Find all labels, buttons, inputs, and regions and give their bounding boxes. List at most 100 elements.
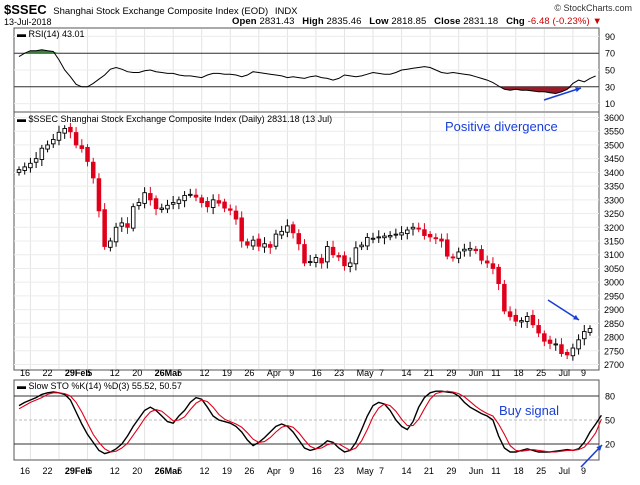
x-tick-label: 9 [289, 368, 294, 378]
x-tick-label-bottom: 26Mar [155, 466, 182, 476]
positive-divergence-annotation: Positive divergence [445, 119, 558, 134]
low-value: 2818.85 [391, 16, 427, 27]
candle-body [530, 314, 536, 326]
x-tick-label: 9 [581, 368, 586, 378]
stochastic-panel: 80 50 20 ▬ Slow STO %K(14) %D(3) 55.52, 50.… [13, 379, 615, 461]
candle-body [85, 146, 90, 162]
candle-body [439, 238, 444, 242]
x-tick-label: 7 [379, 368, 384, 378]
price-tick-label: 3000 [604, 278, 624, 288]
candle-body [28, 162, 33, 169]
price-tick-label: 3400 [604, 168, 624, 178]
candle-body [45, 144, 50, 150]
price-tick-label: 3300 [604, 195, 624, 205]
rsi-line [18, 49, 596, 95]
x-tick-label: 12 [200, 368, 210, 378]
price-tick-label: 2750 [604, 346, 624, 356]
x-tick-label: 16 [312, 368, 322, 378]
close-value: 2831.18 [463, 16, 499, 27]
candle-body [102, 209, 107, 247]
candle-body [587, 328, 593, 333]
candle-body [148, 193, 153, 201]
candle-body [507, 311, 513, 317]
candle-body [113, 226, 119, 243]
x-tick-label-bottom: Apr [267, 466, 281, 476]
x-tick-label: 26 [244, 368, 254, 378]
price-tick-label: 3050 [604, 264, 624, 274]
brand-logo[interactable]: © StockCharts.com [554, 3, 632, 13]
candle-body [467, 247, 473, 251]
annotations: Positive divergence Buy signal [445, 87, 603, 468]
candle-body [245, 241, 250, 246]
price-divergence-arrow-head [573, 314, 579, 320]
x-tick-label: 21 [424, 368, 434, 378]
candle-body [79, 145, 85, 149]
candle-body [165, 204, 170, 210]
candle-body [387, 235, 393, 238]
rsi-divergence-arrow [543, 87, 582, 101]
candle-body [319, 257, 324, 264]
x-tick-label-bottom: 14 [401, 466, 411, 476]
rsi-tick-label: 70 [605, 49, 615, 59]
rsi-divergence-arrow-head [575, 87, 581, 93]
candle-body [228, 208, 233, 211]
buy-signal-annotation: Buy signal [499, 403, 559, 418]
price-tick-label: 3200 [604, 223, 624, 233]
x-tick-label-bottom: Jul [559, 466, 571, 476]
candle-body [399, 232, 404, 236]
candle-body [170, 202, 176, 205]
price-divergence-arrow [547, 299, 580, 321]
candle-body [68, 126, 73, 133]
candle-body [359, 244, 364, 248]
open-value: 2831.43 [259, 16, 295, 27]
x-tick-label: 16 [20, 368, 30, 378]
x-tick-label-bottom: 21 [424, 466, 434, 476]
candle-body [410, 226, 416, 230]
x-tick-label-bottom: 20 [132, 466, 142, 476]
price-tick-label: 3600 [604, 113, 624, 123]
candle-body [445, 239, 450, 257]
x-tick-label-bottom: 16 [20, 466, 30, 476]
candle-body [22, 166, 27, 171]
open-label: Open [232, 16, 257, 27]
candle-body [302, 244, 307, 264]
x-tick-label-bottom: May [357, 466, 375, 476]
candle-body [564, 351, 570, 356]
rsi-tick-label: 10 [605, 99, 615, 109]
candle-body [233, 210, 239, 220]
x-tick-label: 26Mar [155, 368, 182, 378]
candle-body [427, 233, 433, 238]
x-tick-label-bottom: 12 [110, 466, 120, 476]
x-tick-label-bottom: 16 [312, 466, 322, 476]
sto-legend: ▬ Slow STO %K(14) %D(3) 55.52, 50.57 [17, 381, 182, 391]
x-tick-label-bottom: 12 [200, 466, 210, 476]
x-tick-label: 18 [514, 368, 524, 378]
candle-body [62, 128, 67, 134]
x-tick-label: 12 [110, 368, 120, 378]
candle-body [267, 244, 273, 248]
candle-body [473, 248, 479, 252]
candle-body [125, 223, 130, 228]
x-tick-label-bottom: 5 [177, 466, 182, 476]
candle-body [365, 236, 370, 247]
rsi-legend: ▬ RSI(14) 43.01 [17, 29, 85, 39]
candle-body [108, 240, 113, 248]
market-label: INDX [274, 6, 298, 17]
candle-body [325, 246, 330, 263]
candle-body [56, 131, 62, 141]
symbol: $SSEC [4, 2, 47, 17]
rsi-tick-label: 90 [605, 32, 615, 42]
x-tick-label: 25 [536, 368, 546, 378]
index-full-name: Shanghai Stock Exchange Composite Index … [53, 6, 269, 17]
candle-body [216, 200, 222, 204]
sto-d-line [18, 390, 602, 453]
high-value: 2835.46 [326, 16, 362, 27]
candle-body [90, 161, 96, 179]
x-tick-label: Apr [267, 368, 281, 378]
price-tick-label: 3550 [604, 127, 624, 137]
price-tick-label: 2950 [604, 291, 624, 301]
x-tick-label-bottom: 11 [491, 466, 500, 476]
rsi-panel: 90 70 50 30 10 ▬ RSI(14) 43.01 [13, 27, 615, 113]
price-tick-label: 3450 [604, 154, 624, 164]
x-tick-label: 5 [177, 368, 182, 378]
